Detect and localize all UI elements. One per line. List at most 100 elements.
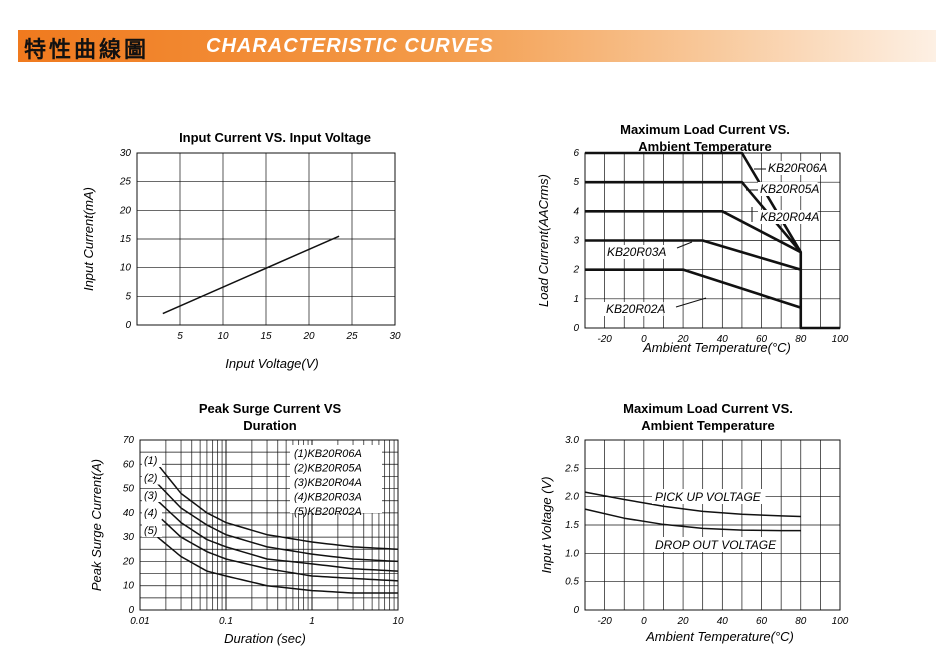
- x-tick-label: 40: [717, 616, 729, 627]
- y-tick-label: 2: [572, 265, 579, 276]
- series-line-4: [157, 514, 399, 582]
- x-axis-label: Ambient Temperature(°C): [642, 340, 791, 355]
- x-tick-label: 25: [345, 331, 358, 342]
- series-tag: (4): [144, 508, 158, 520]
- x-tick-label: 0.01: [130, 616, 149, 627]
- x-axis-label: Input Voltage(V): [225, 356, 318, 371]
- plot-frame: [136, 152, 396, 326]
- legend-entry: (1)KB20R06A: [294, 448, 362, 460]
- y-tick-label: 1: [573, 294, 579, 305]
- series-line-3: [157, 500, 399, 572]
- y-tick-label: 30: [120, 148, 132, 159]
- x-axis-label: Ambient Temperature(°C): [645, 629, 794, 644]
- x-tick-label: 60: [756, 616, 768, 627]
- y-tick-label: 20: [119, 205, 132, 216]
- series-tag: (2): [144, 473, 158, 485]
- plot-frame: [139, 439, 399, 611]
- x-tick-label: -20: [597, 334, 612, 345]
- series-label-bg: [766, 161, 826, 175]
- series-tag-bg: [142, 471, 162, 485]
- y-tick-label: 25: [119, 177, 132, 188]
- y-tick-label: 0: [125, 320, 131, 331]
- series-line-1: [156, 463, 399, 551]
- grid: [136, 152, 396, 326]
- y-tick-label: 1.5: [565, 520, 579, 531]
- x-tick-label: 20: [302, 331, 315, 342]
- legend-entry: (3)KB20R04A: [294, 477, 362, 489]
- y-tick-label: 0: [573, 605, 579, 616]
- x-tick-label: 60: [756, 334, 768, 345]
- series-tag: (5): [144, 525, 158, 537]
- series-label-bg: [604, 302, 664, 316]
- y-tick-label: 0.5: [565, 577, 579, 588]
- chart-title-line1: Peak Surge Current VS: [199, 401, 342, 416]
- y-tick-label: 20: [122, 556, 135, 567]
- chart-title-line1: Maximum Load Current VS.: [620, 122, 790, 137]
- y-tick-label: 10: [120, 263, 132, 274]
- series-label: KB20R04A: [760, 210, 819, 224]
- legend-entry: (2)KB20R05A: [294, 463, 362, 475]
- y-axis-label: Load Current(AACrms): [536, 174, 551, 307]
- y-axis-label: Input Current(mA): [81, 187, 96, 291]
- series-line-KB20R02A: [585, 268, 802, 309]
- y-axis-label: Peak Surge Current(A): [89, 459, 104, 591]
- series-label: KB20R06A: [768, 161, 827, 175]
- y-tick-label: 2.5: [564, 463, 579, 474]
- y-tick-label: 6: [573, 148, 579, 159]
- x-tick-label: 40: [717, 334, 729, 345]
- header-banner: 特性曲線圖 CHARACTERISTIC CURVES: [18, 30, 936, 63]
- series-tag-bg: [142, 489, 162, 502]
- y-tick-label: 2.0: [564, 492, 579, 503]
- series-line-DROPOUTVOLTAGE: [584, 508, 801, 532]
- y-tick-label: 40: [123, 508, 135, 519]
- x-tick-label: 5: [177, 331, 183, 342]
- y-tick-label: 0: [573, 323, 579, 334]
- y-tick-label: 50: [123, 484, 135, 495]
- chart-title-line2: Duration: [243, 418, 297, 433]
- x-tick-label: 15: [260, 331, 272, 342]
- series-line-PICKUPVOLTAGE: [584, 491, 801, 518]
- y-tick-label: 30: [123, 532, 135, 543]
- y-tick-label: 1.0: [565, 548, 579, 559]
- y-tick-label: 10: [123, 581, 135, 592]
- plot-frame: [584, 439, 841, 611]
- chart-title: Input Current VS. Input Voltage: [179, 130, 371, 145]
- chart-input-current: Input Current VS. Input Voltage 5 10 15 20 25…: [81, 130, 401, 371]
- series-label-bg: [652, 489, 766, 504]
- series-tag-bg: [142, 524, 162, 537]
- chart-title-line2: Ambient Temperature: [638, 139, 771, 154]
- series-label-bg: [758, 182, 818, 196]
- header-title-cjk: 特性曲線圖: [24, 37, 150, 63]
- series-label-bg: [605, 245, 665, 259]
- series-label: DROP OUT VOLTAGE: [655, 538, 777, 552]
- series-label: KB20R05A: [760, 182, 819, 196]
- series-label-arrow: [675, 297, 707, 308]
- x-tick-label: 30: [389, 331, 401, 342]
- y-tick-label: 3: [573, 236, 579, 247]
- series-tag: (3): [144, 490, 158, 502]
- x-tick-label: 80: [795, 616, 807, 627]
- x-tick-label: 20: [677, 334, 690, 345]
- x-tick-label: -20: [597, 616, 612, 627]
- series-line-5: [157, 536, 398, 594]
- chart-max-load-current: Maximum Load Current VS. Ambient Temperat…: [536, 122, 849, 355]
- series-line-0: [162, 235, 340, 315]
- y-tick-label: 70: [123, 435, 135, 446]
- x-tick-label: 10: [217, 331, 229, 342]
- x-tick-label: 1: [309, 616, 315, 627]
- x-tick-label: 100: [832, 616, 849, 627]
- series-label-arrow: [676, 241, 693, 249]
- y-tick-label: 3.0: [565, 435, 579, 446]
- header-title-en: CHARACTERISTIC CURVES: [206, 35, 494, 57]
- y-tick-label: 15: [120, 234, 132, 245]
- y-axis-label: Input Voltage (V): [539, 476, 554, 573]
- legend-entry: (4)KB20R03A: [294, 492, 362, 504]
- series-label-bg: [652, 537, 773, 552]
- series-label: PICK UP VOLTAGE: [655, 490, 762, 504]
- x-tick-label: 80: [795, 334, 807, 345]
- series-label: KB20R02A: [606, 302, 665, 316]
- grid: [584, 439, 841, 611]
- y-tick-label: 5: [573, 177, 579, 188]
- x-axis-label: Duration (sec): [224, 631, 306, 646]
